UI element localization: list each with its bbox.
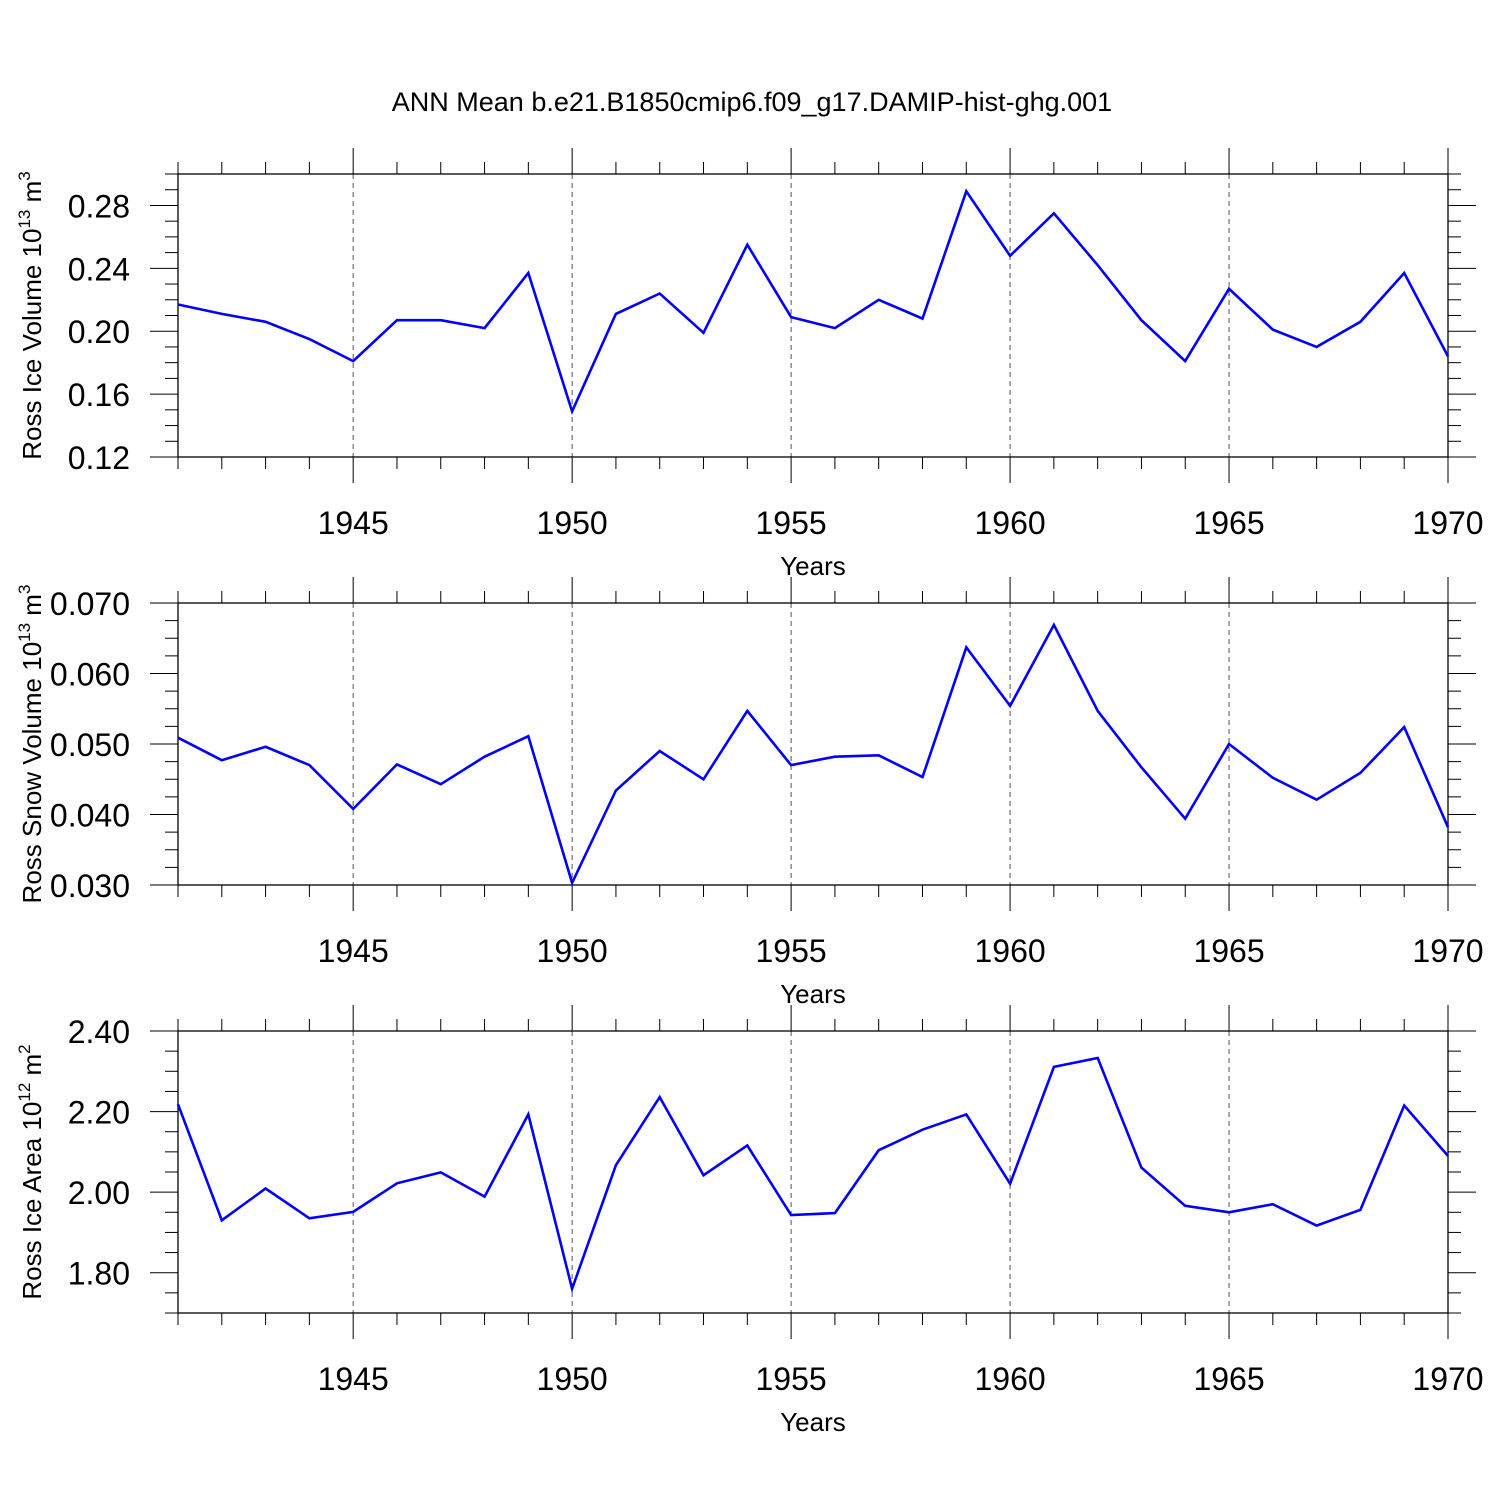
x-tick-label: 1950 xyxy=(537,1361,608,1397)
y-axis-label-part: Ross Snow Volume 10 xyxy=(17,642,47,904)
x-axis-label: Years xyxy=(780,551,846,581)
y-axis-label: Ross Ice Volume 1013 m3 xyxy=(15,171,47,460)
y-tick-label: 0.28 xyxy=(68,188,130,224)
x-tick-label: 1950 xyxy=(537,933,608,969)
y-axis-label: Ross Snow Volume 1013 m3 xyxy=(15,585,47,904)
x-axis-label: Years xyxy=(780,979,846,1009)
x-tick-label: 1950 xyxy=(537,505,608,541)
y-tick-label: 1.80 xyxy=(68,1256,130,1292)
x-tick-label: 1960 xyxy=(974,505,1045,541)
y-axis-label-exponent: 3 xyxy=(15,171,34,180)
panel-2: 1945 1950 1955 1960 1965 1970 Years 0.030 0.040 0… xyxy=(15,577,1484,1009)
y-axis-label-exponent: 2 xyxy=(15,1044,34,1053)
y-tick-label: 0.060 xyxy=(50,657,130,693)
panel-1: 1945 1950 1955 1960 1965 1970 Years 0.12 0.16 0.2… xyxy=(15,148,1484,581)
y-tick-label: 2.20 xyxy=(68,1095,130,1131)
y-axis-label: Ross Ice Area 1012 m2 xyxy=(15,1044,47,1299)
y-tick-label: 0.040 xyxy=(50,798,130,834)
x-tick-label: 1965 xyxy=(1193,1361,1264,1397)
y-axis-label-part: m xyxy=(17,1054,47,1083)
series-line xyxy=(177,188,1450,416)
y-axis-label-part: m xyxy=(17,181,47,210)
x-tick-label: 1960 xyxy=(974,933,1045,969)
x-tick-label: 1945 xyxy=(318,1361,389,1397)
y-axis-label-part: Ross Ice Volume 10 xyxy=(17,229,47,460)
x-tick-label: 1965 xyxy=(1193,505,1264,541)
y-axis-label-exponent: 12 xyxy=(15,1083,34,1102)
plot-frame xyxy=(177,1030,1449,1314)
x-tick-label: 1955 xyxy=(756,933,827,969)
x-tick-label: 1970 xyxy=(1412,933,1483,969)
series-line xyxy=(177,622,1450,887)
figure-title: ANN Mean b.e21.B1850cmip6.f09_g17.DAMIP-… xyxy=(392,87,1112,117)
y-axis-label-exponent: 13 xyxy=(15,623,34,642)
x-axis-label: Years xyxy=(780,1407,846,1437)
y-tick-label: 0.16 xyxy=(68,377,130,413)
y-axis-label-part: Ross Ice Area 10 xyxy=(17,1102,47,1300)
y-axis-label-part: m xyxy=(17,594,47,623)
y-tick-label: 0.070 xyxy=(50,586,130,622)
x-tick-label: 1970 xyxy=(1412,505,1483,541)
y-tick-label: 0.030 xyxy=(50,868,130,904)
panel-3: 1945 1950 1955 1960 1965 1970 Years 1.80 2.00 2.2… xyxy=(15,1005,1484,1437)
x-tick-label: 1965 xyxy=(1193,933,1264,969)
x-tick-label: 1970 xyxy=(1412,1361,1483,1397)
y-tick-label: 0.20 xyxy=(68,314,130,350)
y-tick-label: 0.24 xyxy=(68,251,130,287)
panels: 1945 1950 1955 1960 1965 1970 Years 0.12 0.16 0.2… xyxy=(15,148,1484,1437)
x-tick-label: 1955 xyxy=(756,505,827,541)
x-tick-label: 1955 xyxy=(756,1361,827,1397)
y-axis-label-exponent: 3 xyxy=(15,585,34,594)
plot-frame xyxy=(177,602,1449,886)
y-tick-label: 2.00 xyxy=(68,1175,130,1211)
x-tick-label: 1945 xyxy=(318,505,389,541)
x-tick-label: 1960 xyxy=(974,1361,1045,1397)
y-axis-label-exponent: 13 xyxy=(15,210,34,229)
series-line xyxy=(176,1056,1449,1294)
y-tick-label: 2.40 xyxy=(68,1014,130,1050)
x-tick-label: 1945 xyxy=(318,933,389,969)
y-tick-label: 0.12 xyxy=(68,440,130,476)
y-tick-label: 0.050 xyxy=(50,727,130,763)
